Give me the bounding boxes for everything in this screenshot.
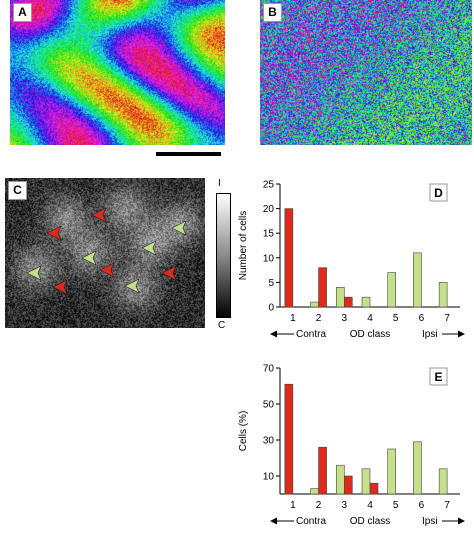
orientation-map-a: A (10, 0, 225, 145)
ipsi-bar (438, 468, 448, 495)
x-tick-label: 5 (393, 313, 399, 324)
colorbar-bottom-label: C (218, 320, 226, 331)
x-tick-label: 6 (419, 313, 425, 324)
x-axis-label: OD class (350, 516, 391, 527)
ipsi-bar (361, 468, 371, 495)
x-tick-label: 1 (290, 500, 296, 511)
panel-label-b: B (263, 3, 282, 22)
panel-label-a: A (13, 3, 32, 22)
red-arrowhead (46, 225, 62, 241)
ipsi-bar (387, 272, 397, 308)
y-axis-label: Number of cells (238, 211, 249, 280)
contra-bar (284, 208, 294, 308)
green-arrowhead (124, 278, 140, 294)
contra-bar (284, 383, 294, 495)
x-tick-label: 3 (342, 500, 348, 511)
x-tick-label: 7 (444, 313, 450, 324)
x-tick-label: 7 (444, 500, 450, 511)
x-tick-label: 4 (367, 500, 373, 511)
y-tick-label: 50 (263, 400, 275, 411)
y-tick-label: 0 (268, 303, 274, 314)
contra-bar (343, 296, 353, 308)
x-tick-label: 2 (316, 313, 322, 324)
x-tick-label: 5 (393, 500, 399, 511)
green-arrowhead (171, 220, 187, 236)
colorbar (216, 193, 231, 318)
ocular-dominance-map-image (5, 178, 205, 328)
y-tick-label: 5 (268, 278, 274, 289)
ipsi-arrow (442, 330, 465, 338)
green-arrowhead (141, 240, 157, 256)
green-arrowhead (26, 265, 42, 281)
x-axis-label: OD class (350, 329, 391, 340)
y-tick-label: 10 (263, 253, 275, 264)
y-tick-label: 25 (263, 180, 275, 191)
contra-bar (318, 267, 327, 308)
orientation-map-b: B (260, 0, 472, 145)
contra-arrow (270, 517, 294, 525)
y-tick-label: 15 (263, 229, 275, 240)
contra-bar (369, 482, 379, 495)
x-tick-label: 2 (316, 500, 322, 511)
ipsi-bar (335, 464, 345, 495)
x-tick-label: 3 (342, 313, 348, 324)
chart-e: E 10 30 50 70 Cells (%) 1 2 3 4 5 6 7 Contra OD class I… (238, 364, 465, 527)
y-tick-label: 10 (263, 472, 275, 483)
contra-label: Contra (296, 516, 326, 527)
arrow-overlay (26, 207, 187, 295)
panel-label-e: E (429, 367, 448, 386)
ipsi-bar (413, 252, 422, 308)
ipsi-bar (438, 282, 448, 308)
x-tick-label: 6 (419, 500, 425, 511)
ipsi-bar (387, 448, 397, 495)
ipsi-label: Ipsi (422, 516, 438, 527)
orientation-map-b-image (260, 0, 472, 145)
red-arrowhead (161, 265, 177, 281)
ipsi-bar (335, 287, 345, 308)
contra-label: Contra (296, 329, 326, 340)
green-arrowhead (81, 250, 97, 266)
ocular-dominance-map-c: C (5, 178, 205, 328)
panel-label-c: C (8, 181, 27, 200)
y-tick-label: 70 (263, 364, 275, 375)
y-axis-label: Cells (%) (238, 411, 249, 452)
ipsi-bar (310, 488, 319, 495)
scale-bar (156, 152, 221, 156)
y-tick-label: 20 (263, 204, 275, 215)
red-arrowhead (99, 262, 115, 278)
contra-bar (343, 475, 353, 495)
x-tick-label: 4 (367, 313, 373, 324)
colorbar-top-label: I (218, 178, 221, 189)
ipsi-label: Ipsi (422, 329, 438, 340)
panel-letter-text: E (434, 370, 442, 384)
contra-arrow (270, 330, 294, 338)
y-tick-label: 30 (263, 436, 275, 447)
panel-letter-text: D (434, 186, 443, 200)
chart-d: D 0 5 10 15 20 25 Number of cells 1 2 3 4 5 6 7 Contra O… (238, 180, 465, 340)
ipsi-bar (413, 441, 422, 495)
contra-bar (318, 446, 327, 495)
ipsi-arrow (442, 517, 465, 525)
red-arrowhead (91, 207, 107, 223)
ipsi-bar (310, 301, 319, 308)
red-arrowhead (52, 279, 68, 295)
panel-label-d: D (429, 183, 448, 202)
x-tick-label: 1 (290, 313, 296, 324)
orientation-map-a-image (10, 0, 225, 145)
ipsi-bar (361, 296, 371, 308)
